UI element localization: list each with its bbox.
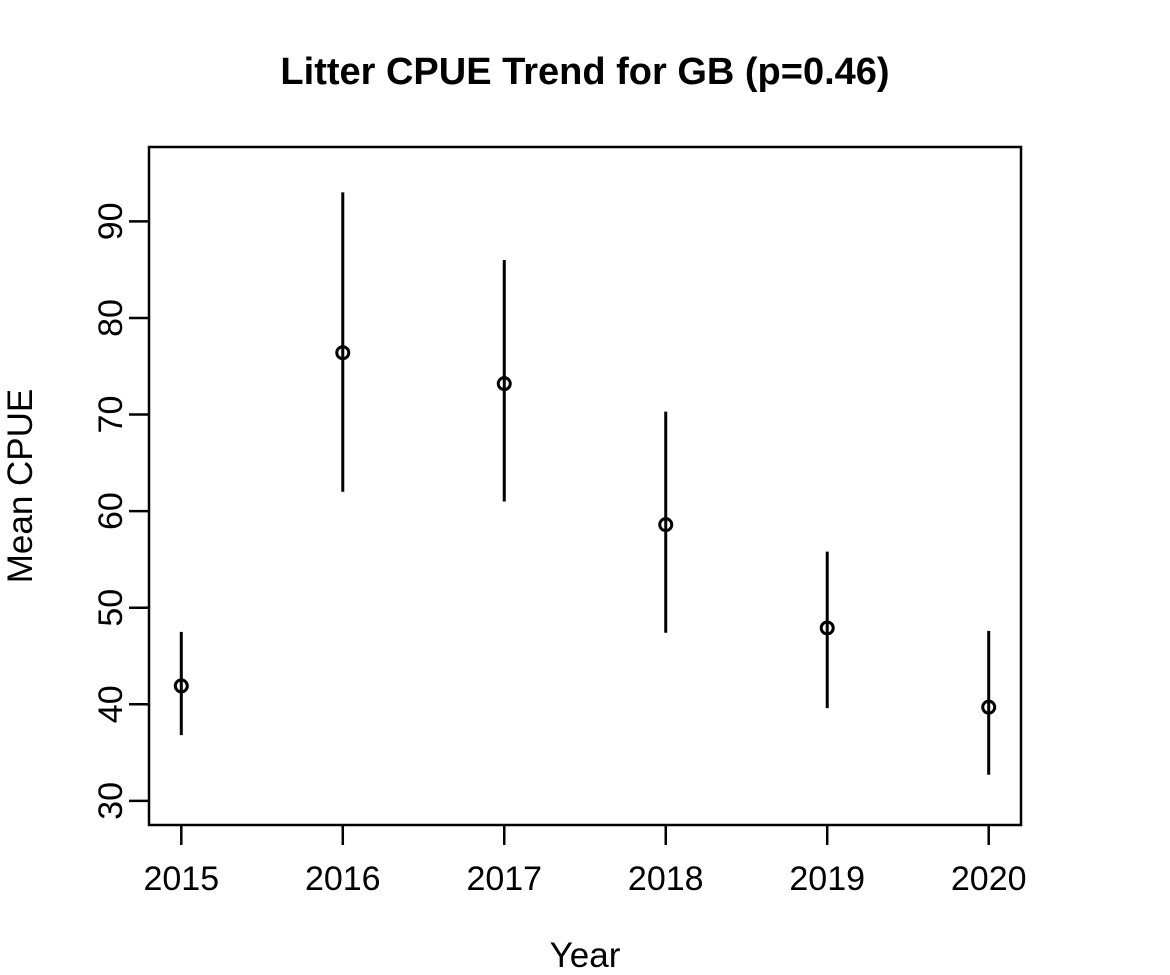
- data-point-marker: [496, 376, 512, 392]
- chart-title: Litter CPUE Trend for GB (p=0.46): [280, 51, 890, 93]
- data-point-marker: [819, 620, 835, 636]
- x-axis-tick-label: 2018: [628, 860, 704, 898]
- y-axis-tick-label: 90: [92, 202, 130, 240]
- y-axis-tick-label: 80: [92, 299, 130, 337]
- y-axis-tick-label: 30: [92, 782, 130, 820]
- x-axis-tick-label: 2017: [466, 860, 542, 898]
- data-point-marker: [335, 345, 351, 361]
- y-axis-tick-label: 60: [92, 492, 130, 530]
- plot-box: [147, 145, 1023, 827]
- y-axis-tick-label: 40: [92, 685, 130, 723]
- data-point-marker: [173, 678, 189, 694]
- x-axis-tick-label: 2016: [305, 860, 381, 898]
- data-point-marker: [981, 699, 997, 715]
- data-point-marker: [658, 517, 674, 533]
- y-axis-tick-label: 70: [92, 396, 130, 434]
- x-axis-tick-label: 2020: [951, 860, 1027, 898]
- y-axis-tick-label: 50: [92, 589, 130, 627]
- x-axis-tick-label: 2015: [143, 860, 219, 898]
- x-axis-label: Year: [549, 936, 621, 975]
- x-axis-tick-label: 2019: [789, 860, 865, 898]
